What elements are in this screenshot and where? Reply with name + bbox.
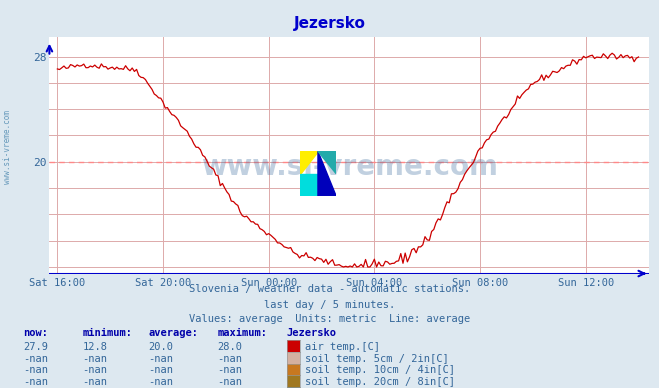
- Text: -nan: -nan: [23, 365, 48, 376]
- Text: minimum:: minimum:: [82, 328, 132, 338]
- Text: Slovenia / weather data - automatic stations.: Slovenia / weather data - automatic stat…: [189, 284, 470, 294]
- Text: 28.0: 28.0: [217, 342, 243, 352]
- Text: 20.0: 20.0: [148, 342, 173, 352]
- Text: soil temp. 20cm / 8in[C]: soil temp. 20cm / 8in[C]: [305, 377, 455, 387]
- Text: www.si-vreme.com: www.si-vreme.com: [3, 111, 13, 184]
- Text: -nan: -nan: [23, 377, 48, 387]
- Text: soil temp. 5cm / 2in[C]: soil temp. 5cm / 2in[C]: [305, 354, 449, 364]
- Text: -nan: -nan: [23, 354, 48, 364]
- Text: Jezersko: Jezersko: [293, 16, 366, 31]
- Text: -nan: -nan: [82, 377, 107, 387]
- Polygon shape: [318, 151, 336, 196]
- Text: -nan: -nan: [82, 354, 107, 364]
- Text: -nan: -nan: [148, 377, 173, 387]
- Text: 27.9: 27.9: [23, 342, 48, 352]
- Text: soil temp. 10cm / 4in[C]: soil temp. 10cm / 4in[C]: [305, 365, 455, 376]
- Polygon shape: [318, 151, 336, 174]
- Text: Values: average  Units: metric  Line: average: Values: average Units: metric Line: aver…: [189, 314, 470, 324]
- Text: maximum:: maximum:: [217, 328, 268, 338]
- Text: www.si-vreme.com: www.si-vreme.com: [201, 153, 498, 181]
- Text: -nan: -nan: [82, 365, 107, 376]
- Text: -nan: -nan: [148, 354, 173, 364]
- Text: now:: now:: [23, 328, 48, 338]
- Text: 12.8: 12.8: [82, 342, 107, 352]
- Text: air temp.[C]: air temp.[C]: [305, 342, 380, 352]
- Text: -nan: -nan: [217, 354, 243, 364]
- Text: -nan: -nan: [217, 377, 243, 387]
- Text: average:: average:: [148, 328, 198, 338]
- Polygon shape: [300, 174, 318, 196]
- Text: -nan: -nan: [217, 365, 243, 376]
- Text: -nan: -nan: [148, 365, 173, 376]
- Polygon shape: [300, 151, 318, 174]
- Text: last day / 5 minutes.: last day / 5 minutes.: [264, 300, 395, 310]
- Text: Jezersko: Jezersko: [287, 328, 337, 338]
